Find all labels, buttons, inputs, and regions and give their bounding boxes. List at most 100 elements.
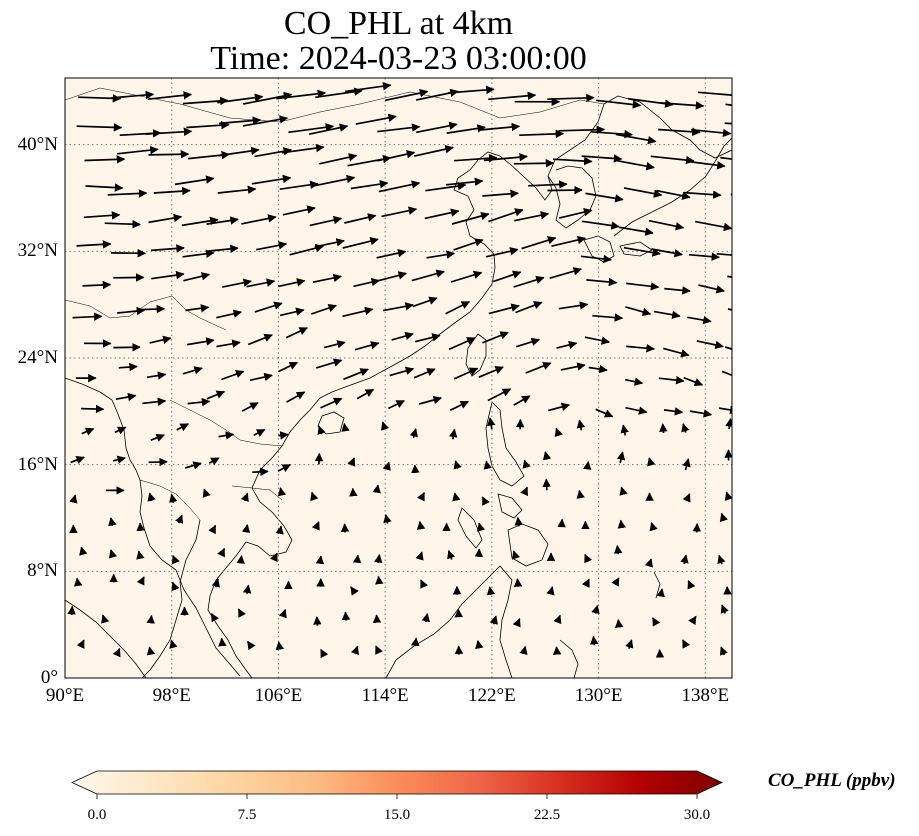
wind-vector — [356, 388, 375, 400]
wind-vector — [107, 189, 148, 198]
wind-vector — [108, 517, 117, 527]
wind-vector — [319, 153, 358, 165]
inner-border-1 — [65, 295, 227, 331]
wind-vector — [626, 343, 655, 353]
wind-vector — [175, 514, 184, 524]
colorbar-tick-label: 30.0 — [683, 807, 711, 823]
wind-vector — [682, 493, 691, 503]
wind-vector — [552, 646, 562, 655]
wind-vector — [425, 181, 467, 192]
wind-vector — [352, 554, 362, 564]
wind-vector — [623, 246, 661, 257]
wind-vector — [316, 358, 343, 369]
wind-vector — [148, 150, 190, 159]
wind-vector — [169, 639, 178, 649]
lon-tick-label: 90°E — [45, 685, 85, 706]
wind-vector — [114, 426, 127, 435]
colorbar-body — [71, 770, 723, 795]
wind-vector — [281, 143, 325, 154]
wind-vector — [691, 128, 732, 138]
wind-vector — [414, 333, 441, 343]
wind-vector — [492, 270, 522, 283]
wind-vector — [309, 215, 343, 227]
wind-vector — [254, 147, 293, 158]
wind-vector — [649, 521, 658, 532]
wind-vector — [217, 547, 226, 558]
wind-vector — [513, 275, 545, 288]
wind-vector — [314, 238, 345, 248]
wind-vector — [176, 423, 189, 432]
wind-vector — [376, 248, 407, 259]
wind-vector — [206, 390, 226, 400]
inner-border-2 — [169, 399, 283, 447]
colorbar-tick-label: 0.0 — [87, 807, 107, 823]
wind-vector — [139, 304, 166, 314]
wind-vector — [354, 341, 380, 351]
wind-vector — [242, 584, 252, 594]
wind-vector — [380, 421, 390, 431]
wind-vector — [590, 635, 599, 646]
map-title-line1: CO_PHL at 4km — [283, 5, 514, 42]
lat-tick-label: 32°N — [17, 240, 58, 262]
wind-vector — [146, 646, 156, 656]
wind-vector — [240, 492, 249, 503]
borneo — [385, 565, 513, 678]
wind-vector — [347, 457, 356, 467]
indochina-west-coast — [141, 519, 201, 678]
wind-vector — [222, 278, 252, 288]
wind-vector — [625, 377, 644, 386]
wind-vector — [488, 91, 537, 101]
wind-vector — [80, 404, 105, 414]
wind-vector — [278, 278, 306, 288]
wind-vector — [447, 549, 456, 560]
wind-vector — [652, 617, 661, 627]
wind-vector — [695, 220, 732, 232]
wind-vector — [350, 645, 360, 656]
lon-tick-label: 122°E — [468, 685, 516, 706]
wind-vector — [82, 280, 112, 290]
wind-vector — [147, 91, 193, 101]
wind-vector — [311, 521, 320, 531]
wind-vector — [513, 158, 555, 168]
wind-vector — [424, 208, 460, 220]
wind-vector — [246, 278, 276, 288]
wind-vector — [277, 487, 287, 497]
coastlines — [65, 87, 732, 678]
wind-vector — [590, 129, 633, 139]
wind-vector — [485, 247, 519, 258]
wind-vector — [236, 554, 245, 564]
wind-vector — [277, 464, 291, 473]
wind-vector — [241, 402, 259, 412]
wind-vector — [142, 397, 167, 406]
wind-vector — [289, 243, 325, 256]
wind-vector — [448, 337, 476, 351]
wind-vector — [620, 424, 629, 436]
wind-vector — [696, 340, 724, 350]
wind-vector — [185, 304, 210, 313]
wind-vector — [659, 423, 668, 434]
wind-vector — [613, 544, 623, 555]
wind-vector — [151, 244, 185, 253]
wind-vector — [136, 576, 145, 586]
wind-vector — [310, 491, 319, 502]
wind-vector — [381, 206, 418, 218]
wind-vector — [242, 115, 289, 127]
wind-vector — [556, 340, 578, 350]
wind-vector — [171, 581, 180, 592]
wind-vector — [388, 400, 405, 410]
wind-vector — [445, 177, 484, 187]
wind-vector — [475, 639, 484, 650]
wind-vector — [658, 127, 701, 137]
lat-tick-label: 16°N — [17, 453, 58, 475]
wind-vector — [513, 395, 531, 406]
wind-vector — [663, 407, 684, 416]
wind-vector — [615, 133, 657, 145]
wind-vector — [584, 336, 611, 345]
wind-vector — [278, 431, 289, 440]
wind-vector — [625, 306, 652, 316]
wind-vector — [558, 301, 589, 310]
wind-vector — [689, 409, 713, 418]
wind-vector — [148, 213, 183, 224]
wind-vector — [454, 153, 498, 163]
wind-vector — [218, 431, 235, 440]
